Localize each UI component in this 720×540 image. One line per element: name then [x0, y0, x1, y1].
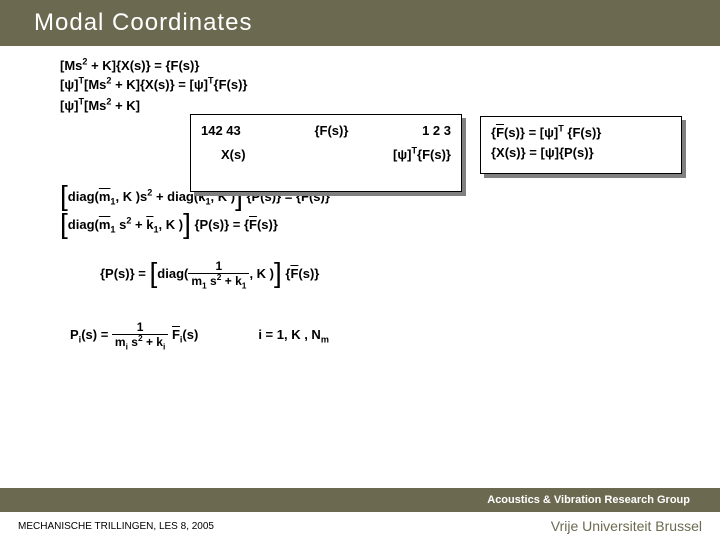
- equation-1: [Ms2 + K]{X(s)} = {F(s)}: [60, 58, 660, 73]
- equation-2: [ψ]T[Ms2 + K]{X(s)} = [ψ]T{F(s)}: [60, 77, 660, 92]
- equation-5: [ diag(m1 s2 + k1, K ) ] {P(s)} = {F(s)}: [60, 213, 660, 235]
- university-label: Vrije Universiteit Brussel: [551, 518, 702, 534]
- research-group-label: Acoustics & Vibration Research Group: [487, 494, 690, 506]
- identity-box-1: 142 43 {F(s)} 1 2 3 X(s) [ψ]T{F(s)}: [190, 114, 462, 192]
- slide-title: Modal Coordinates: [34, 9, 252, 37]
- eq6-prefix: {P(s)} =: [100, 266, 146, 281]
- equation-7: Pi(s) = 1 mi s2 + ki Fi(s) i = 1, K , Nm: [70, 321, 660, 348]
- eq6-k: , K ): [249, 266, 274, 281]
- equation-3: [ψ]T[Ms2 + K]: [60, 98, 660, 113]
- box1-cell-mid: {F(s)}: [314, 121, 348, 141]
- eq6-diag: diag(: [157, 266, 188, 281]
- footer-banner: Acoustics & Vibration Research Group: [0, 488, 720, 512]
- box1-cell-b: 1 2 3: [422, 121, 451, 141]
- box1-cell-c: X(s): [221, 145, 246, 165]
- equation-6: {P(s)} = [ diag( 1 m1 s2 + k1 , K ) ] {F…: [100, 260, 660, 287]
- eq7-fraction: 1 mi s2 + ki: [112, 321, 168, 348]
- footer-bottom: MECHANISCHE TRILLINGEN, LES 8, 2005 Vrij…: [0, 512, 720, 540]
- identity-box-2: {F(s)} = [ψ]T {F(s)} {X(s)} = [ψ]{P(s)}: [480, 116, 682, 174]
- title-bar: Modal Coordinates: [0, 0, 720, 46]
- course-label: MECHANISCHE TRILLINGEN, LES 8, 2005: [18, 521, 214, 532]
- content-area: [Ms2 + K]{X(s)} = {F(s)} [ψ]T[Ms2 + K]{X…: [60, 54, 660, 470]
- box1-cell-a: 142 43: [201, 121, 241, 141]
- eq6-fraction: 1 m1 s2 + k1: [188, 260, 249, 287]
